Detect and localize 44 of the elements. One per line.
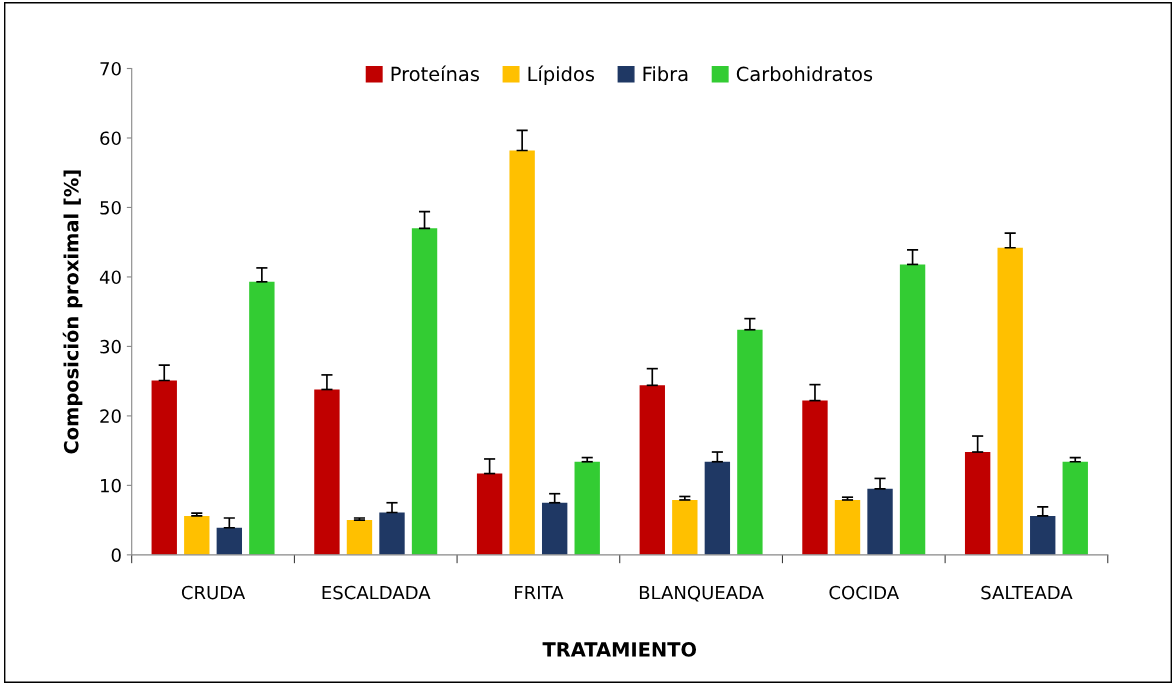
bar: [346, 520, 373, 555]
legend-label: Carbohidratos: [736, 66, 873, 82]
bar: [704, 461, 731, 555]
bar: [1062, 461, 1088, 555]
bar: [834, 499, 861, 555]
legend-label: Proteínas: [391, 65, 479, 82]
bar: [899, 264, 926, 555]
bar: [249, 281, 275, 555]
x-tick-label: COCIDA: [829, 585, 899, 600]
y-tick-label: 40: [99, 270, 121, 285]
y-tick-label: 0: [111, 548, 121, 562]
bar: [541, 502, 568, 555]
x-tick-label: CRUDA: [181, 585, 246, 600]
legend-label: Fibra: [643, 66, 688, 82]
bar: [574, 461, 600, 555]
legend-label: Lípidos: [528, 65, 595, 86]
bar: [737, 329, 763, 555]
bar: [379, 512, 405, 555]
y-tick-label: 70: [100, 61, 121, 76]
bar: [184, 515, 210, 555]
y-tick-label: 10: [101, 478, 121, 493]
x-tick-label: ESCALDADA: [322, 585, 431, 600]
bar: [216, 527, 243, 555]
bar: [964, 452, 991, 555]
bar: [411, 228, 438, 555]
x-tick-label: BLANQUEADA: [639, 585, 764, 602]
bar: [509, 150, 535, 555]
x-tick-label: FRITA: [515, 585, 564, 600]
y-tick-label: 50: [100, 200, 121, 215]
x-tick-label: SALTEADA: [981, 585, 1073, 600]
bar: [867, 488, 893, 555]
bar: [476, 473, 503, 555]
bar: [639, 385, 665, 555]
bar: [802, 400, 828, 555]
bar: [151, 380, 177, 555]
bar: [997, 247, 1023, 555]
bar: [672, 499, 698, 555]
x-axis-title: TRATAMIENTO: [542, 642, 697, 657]
bar: [1030, 515, 1056, 555]
y-tick-label: 30: [100, 339, 121, 354]
y-tick-label: 20: [100, 409, 121, 424]
bar: [314, 389, 340, 555]
y-tick-label: 60: [100, 131, 121, 146]
y-axis-title: Composición proximal [%]: [62, 170, 83, 454]
